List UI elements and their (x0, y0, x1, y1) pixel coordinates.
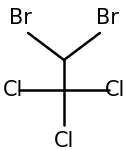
Text: Cl: Cl (54, 131, 74, 150)
Text: Br: Br (96, 8, 119, 28)
Text: Cl: Cl (105, 80, 125, 100)
Text: Cl: Cl (3, 80, 23, 100)
Text: Br: Br (9, 8, 32, 28)
